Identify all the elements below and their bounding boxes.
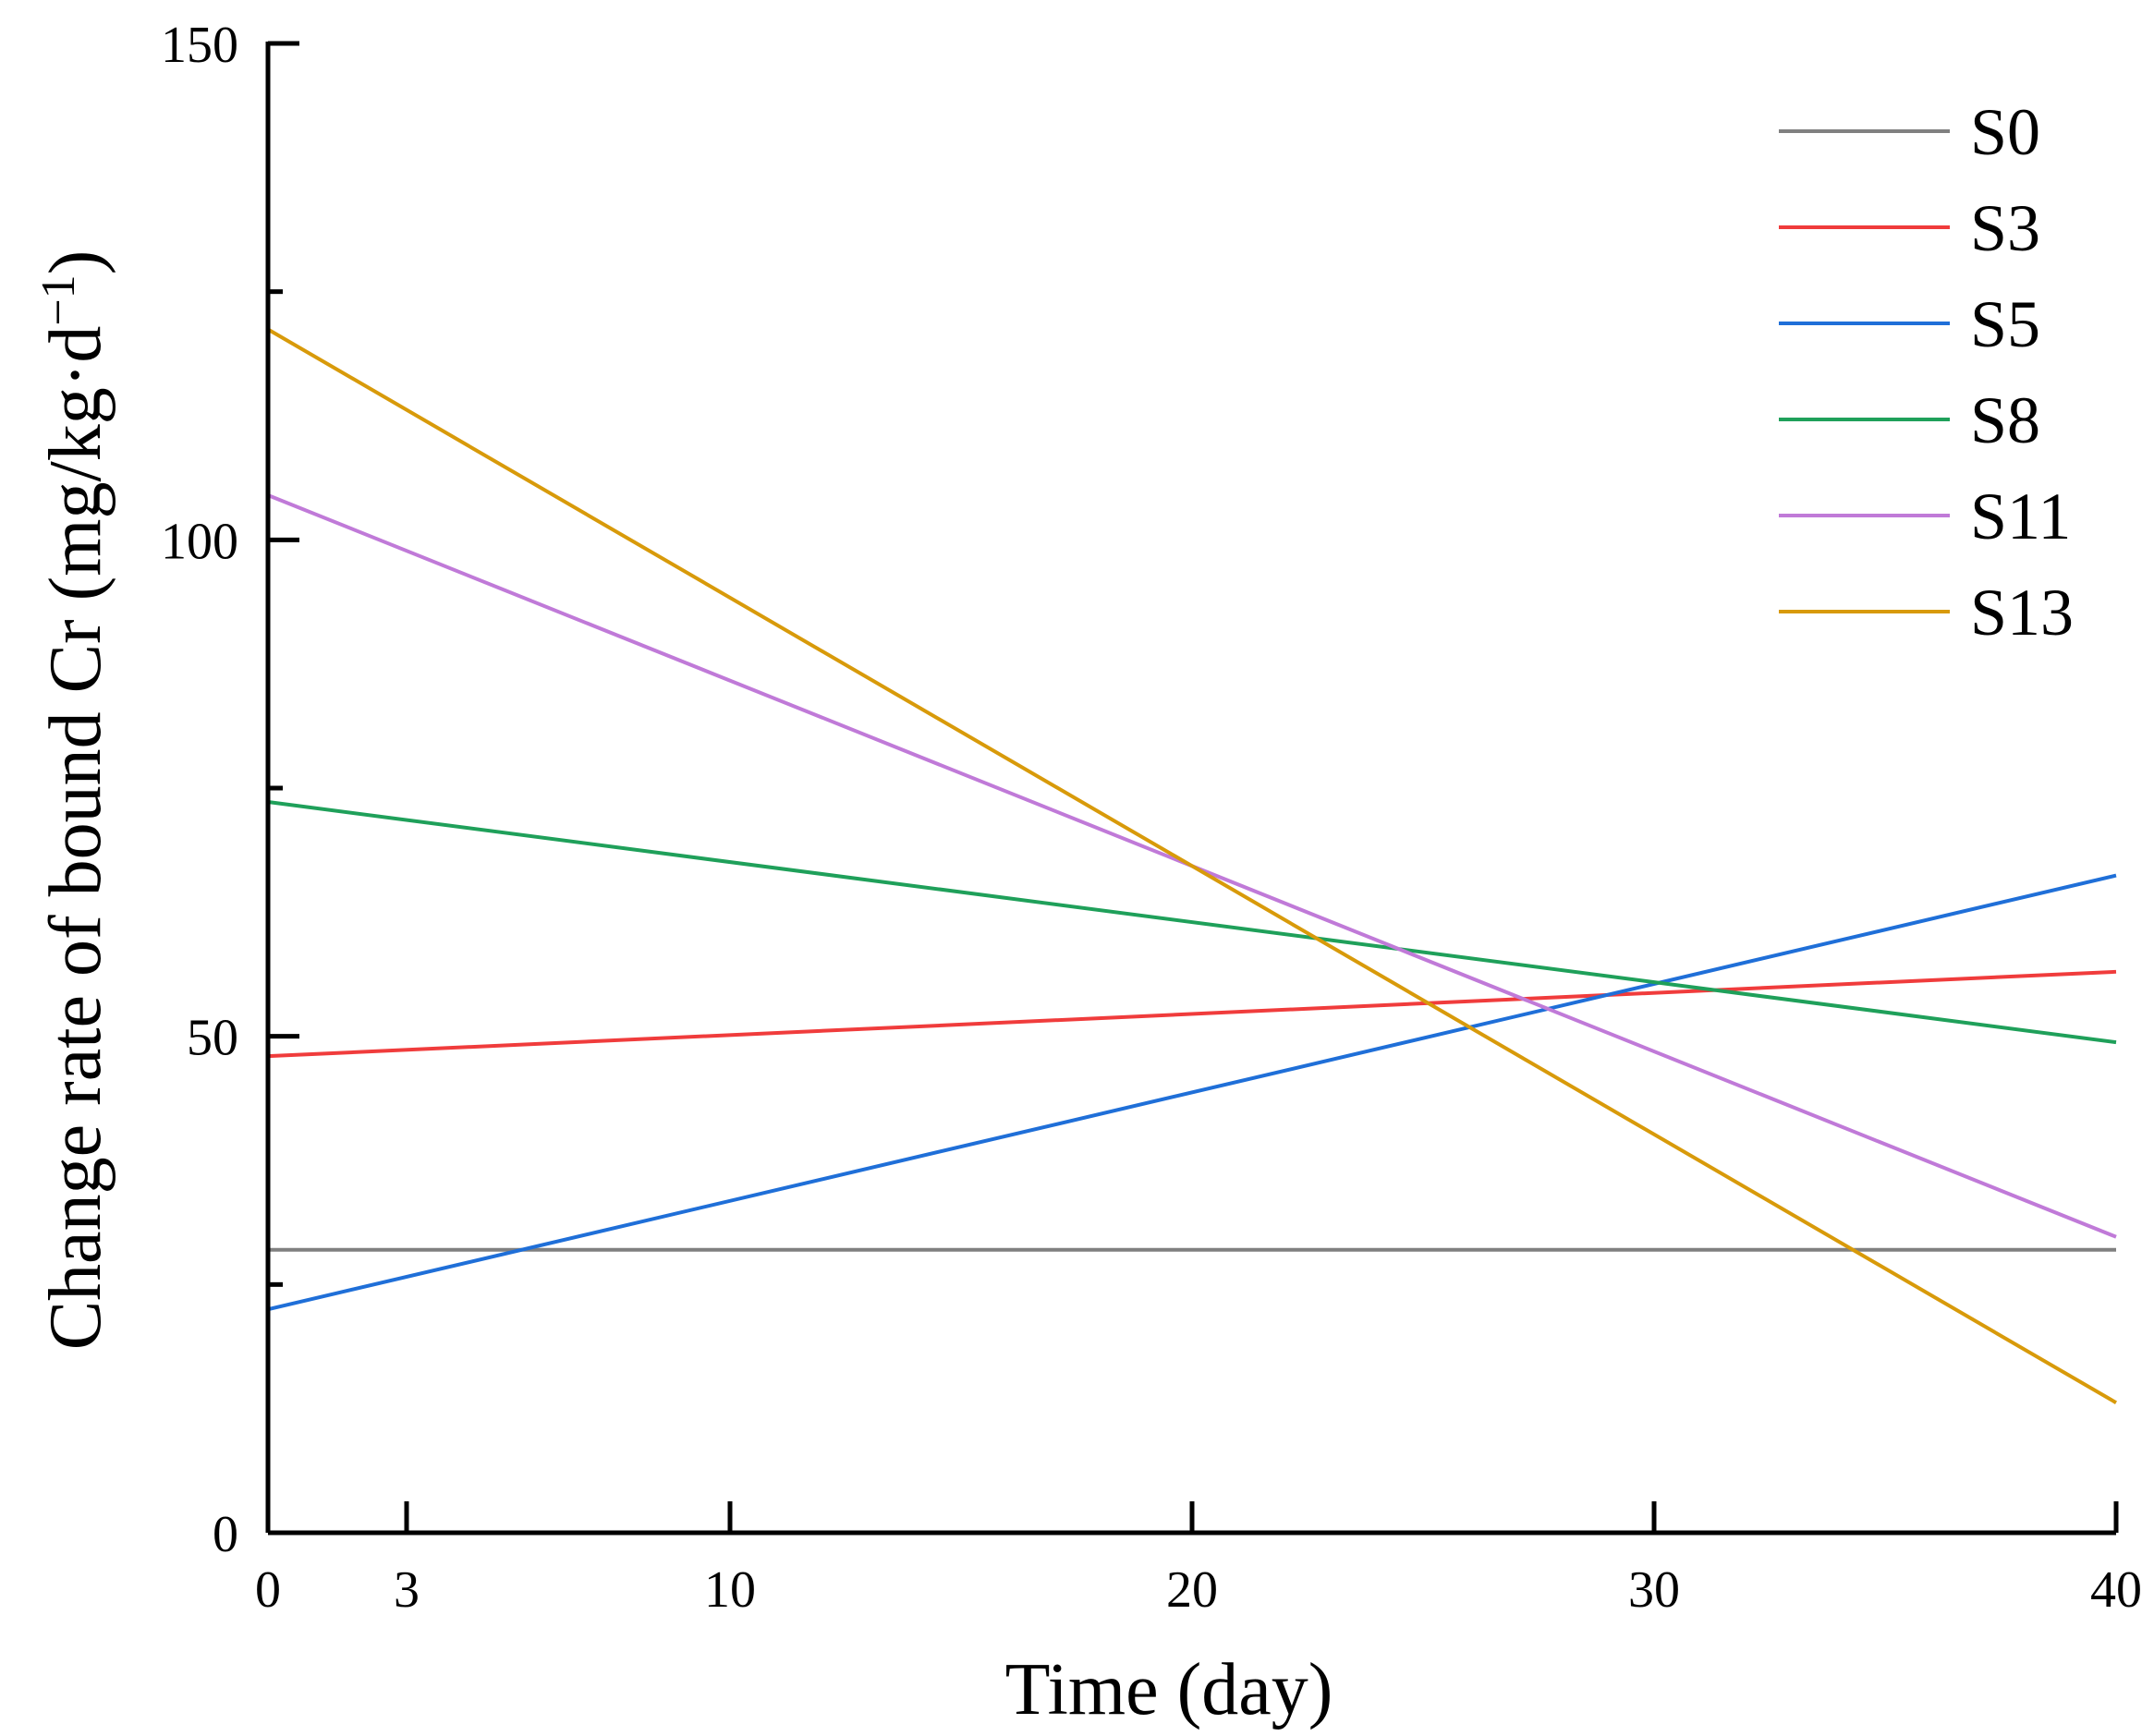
legend-label-s11: S11	[1970, 480, 2071, 553]
series-line-s8	[267, 800, 2117, 1045]
axes-layer	[265, 42, 2116, 1536]
legend-label-s5: S5	[1970, 287, 2040, 361]
x-tick-label: 30	[1628, 1561, 1680, 1619]
legend-label-s13: S13	[1970, 576, 2074, 649]
y-tick-label: 0	[213, 1506, 238, 1563]
series-line-s5	[267, 873, 2117, 1312]
series-line-s3	[267, 969, 2117, 1059]
y-axis-title: Change rate of bound Cr (mg/kg·d−1)	[32, 250, 116, 1351]
y-axis-title-superscript: −1	[32, 274, 85, 325]
series-layer	[266, 327, 2118, 1404]
legend-label-s3: S3	[1970, 191, 2040, 265]
y-tick-label: 150	[161, 17, 238, 74]
legend-label-s8: S8	[1970, 383, 2040, 457]
y-axis-title-close: )	[35, 250, 116, 275]
ticks-layer: 0 3 10 20 30 40 0 50 100 150	[161, 17, 2142, 1619]
y-tick-label: 50	[187, 1010, 238, 1067]
series-line-s13	[266, 327, 2118, 1404]
x-tick-label: 3	[394, 1561, 420, 1619]
legend: S0 S3 S5 S8 S11 S13	[1779, 95, 2074, 649]
x-axis-title: Time (day)	[1005, 1649, 1333, 1730]
y-tick-label: 100	[161, 513, 238, 570]
legend-label-s0: S0	[1970, 95, 2040, 169]
x-tick-label: 40	[2090, 1561, 2142, 1619]
y-axis-title-main: Change rate of bound Cr (mg/kg·d	[35, 326, 116, 1351]
x-tick-label: 20	[1166, 1561, 1218, 1619]
x-tick-label: 0	[255, 1561, 281, 1619]
x-tick-label: 10	[704, 1561, 756, 1619]
